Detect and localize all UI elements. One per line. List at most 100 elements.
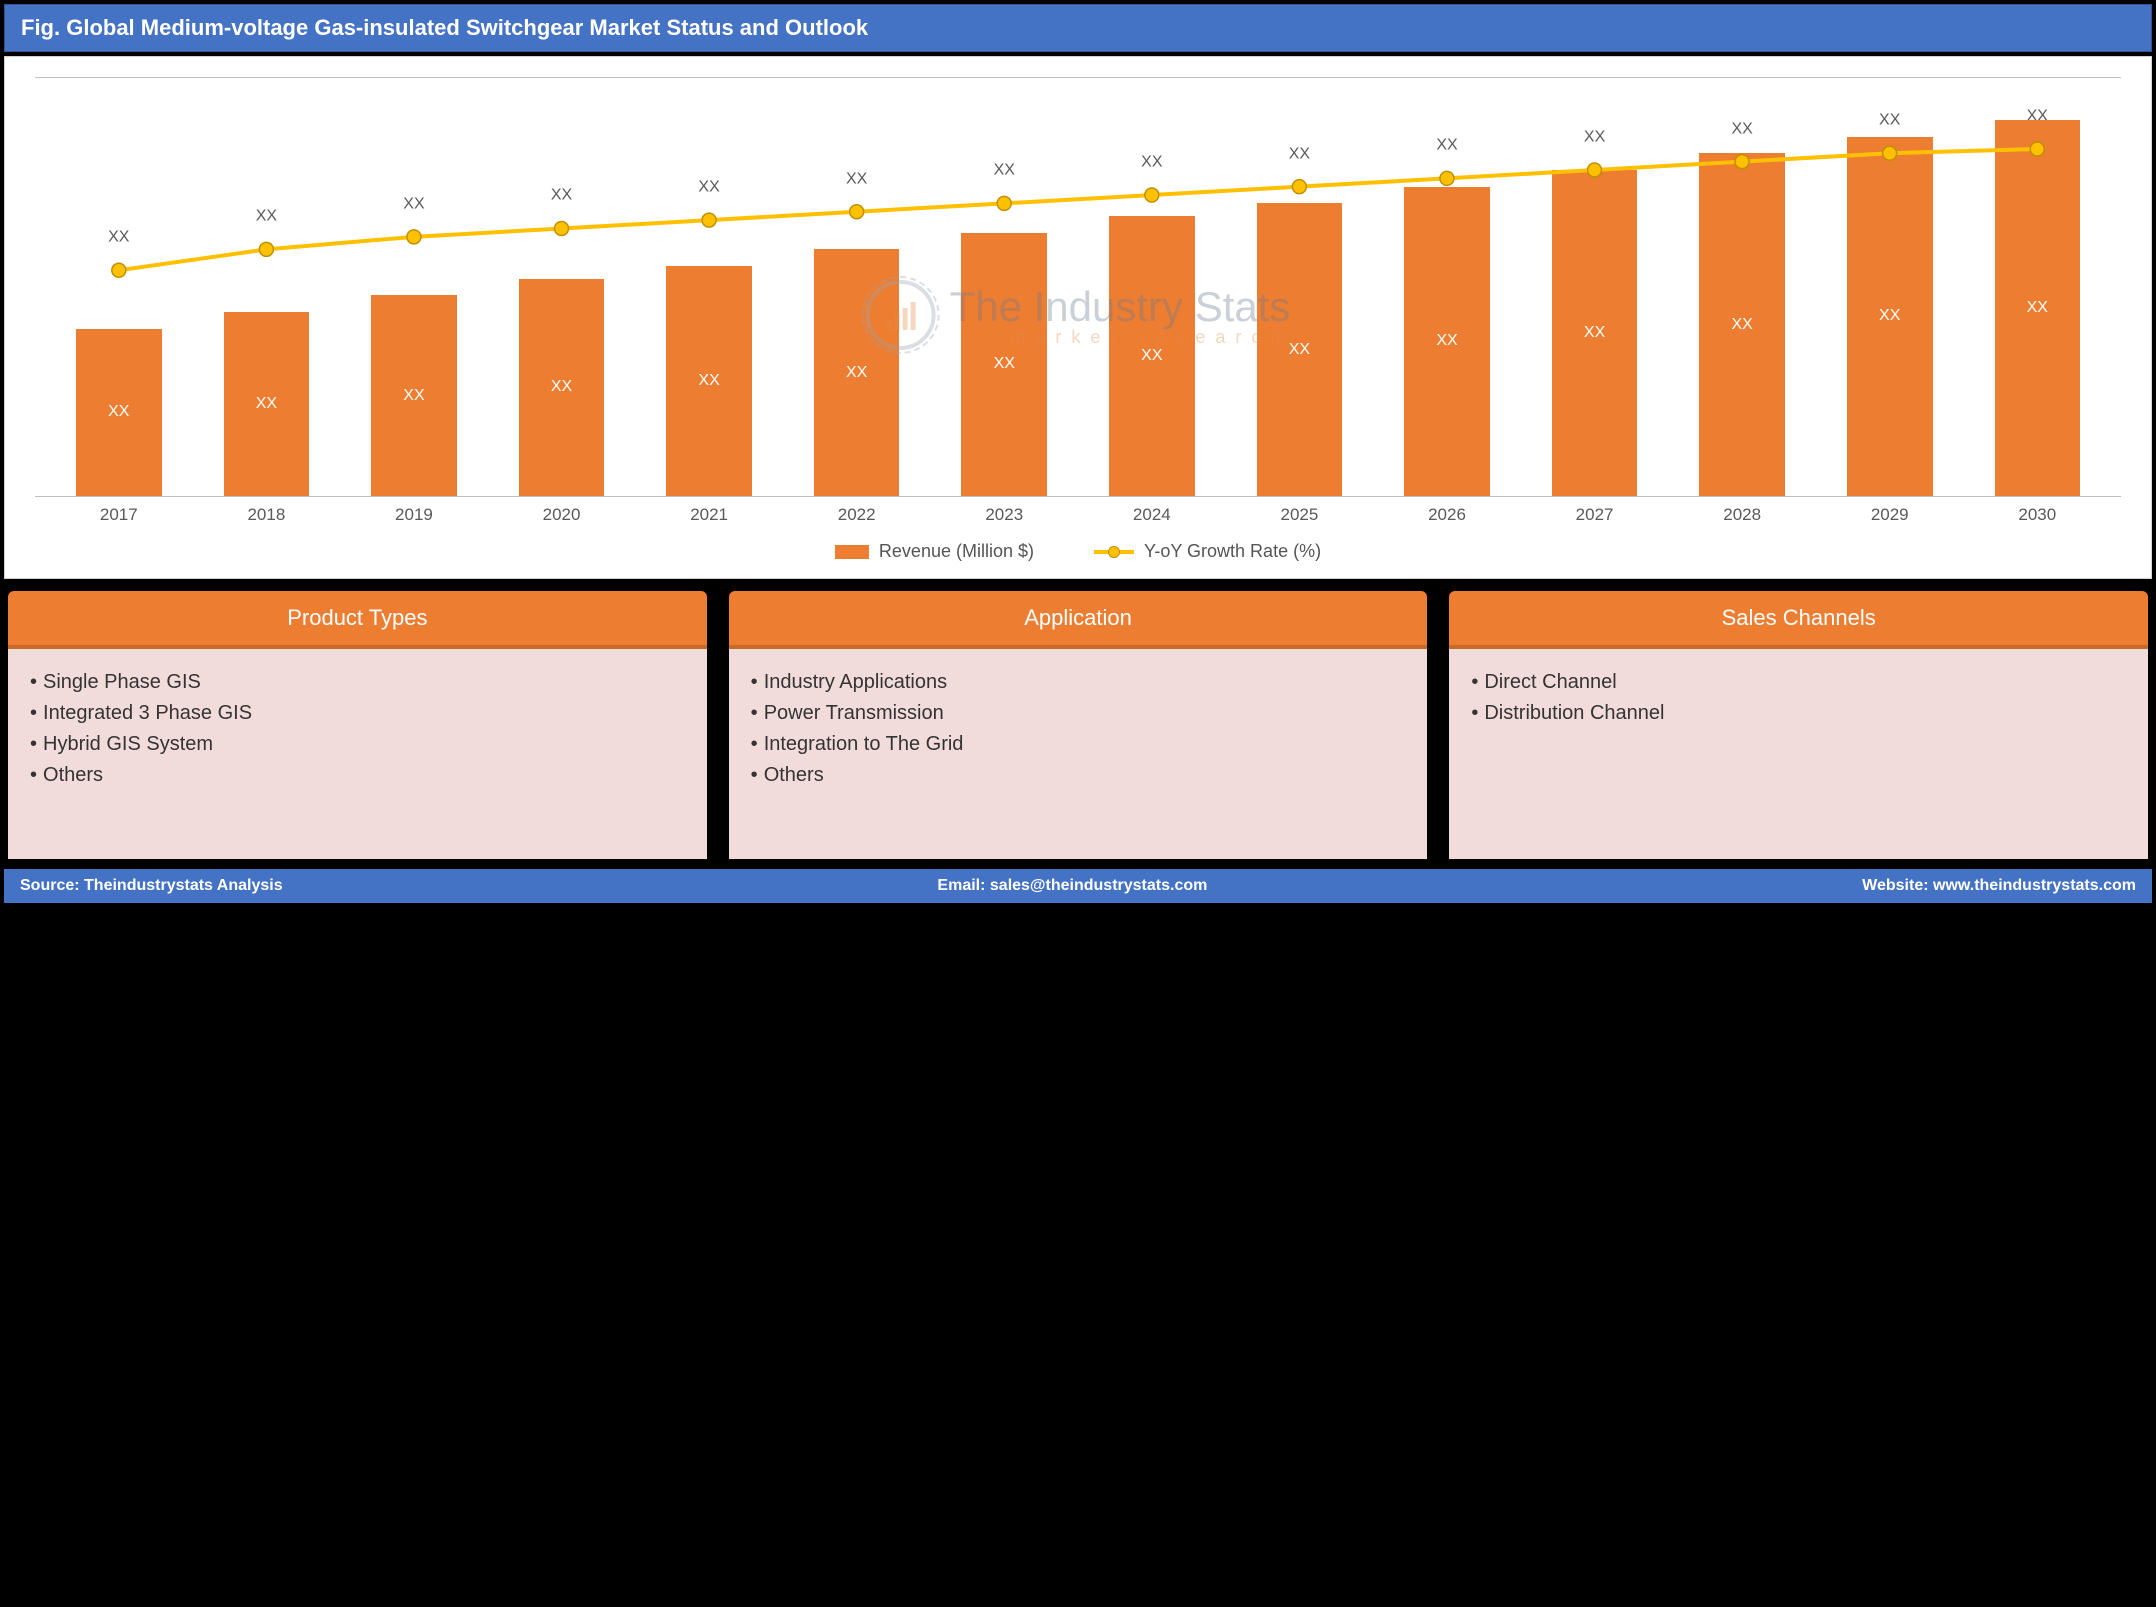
x-axis-label: 2027 <box>1521 505 1669 525</box>
list-item: Distribution Channel <box>1471 698 2126 729</box>
bar-slot: XX XX <box>783 78 931 496</box>
bars-row: XX XX XX XX XX XX XX XX XX XX XX XX XX XX XX XX XX XX XX XX… <box>35 78 2121 496</box>
bar-value-label: XX <box>1289 341 1310 359</box>
bar-value-label: XX <box>108 403 129 421</box>
chart-panel: XX XX XX XX XX XX XX XX XX XX XX XX XX XX XX XX XX XX XX XX… <box>4 56 2152 579</box>
legend-line-swatch <box>1094 550 1134 554</box>
info-card: Product TypesSingle Phase GISIntegrated … <box>4 587 711 863</box>
x-axis-label: 2026 <box>1373 505 1521 525</box>
revenue-bar: XX <box>224 312 310 496</box>
card-body: Industry ApplicationsPower TransmissionI… <box>729 649 1428 859</box>
footer-bar: Source: Theindustrystats Analysis Email:… <box>4 869 2152 903</box>
bar-value-label: XX <box>1584 324 1605 342</box>
revenue-bar: XX <box>1699 153 1785 496</box>
bar-slot: XX XX <box>1078 78 1226 496</box>
bar-slot: XX XX <box>1373 78 1521 496</box>
bar-slot: XX XX <box>193 78 341 496</box>
legend-bar-label: Revenue (Million $) <box>879 541 1034 562</box>
revenue-bar: XX <box>814 249 900 496</box>
revenue-bar: XX <box>1257 203 1343 496</box>
bar-slot: XX XX <box>45 78 193 496</box>
line-value-label: XX <box>256 208 277 226</box>
x-axis-label: 2021 <box>635 505 783 525</box>
bar-value-label: XX <box>1879 307 1900 325</box>
x-axis-label: 2028 <box>1668 505 1816 525</box>
chart-title-bar: Fig. Global Medium-voltage Gas-insulated… <box>4 4 2152 52</box>
bar-value-label: XX <box>698 372 719 390</box>
footer-email: Email: sales@theindustrystats.com <box>937 877 1207 895</box>
bar-slot: XX XX <box>1668 78 1816 496</box>
revenue-bar: XX <box>1404 187 1490 496</box>
line-value-label: XX <box>1584 129 1605 147</box>
legend-line: Y-oY Growth Rate (%) <box>1094 541 1321 562</box>
bar-value-label: XX <box>1436 332 1457 350</box>
card-body: Single Phase GISIntegrated 3 Phase GISHy… <box>8 649 707 859</box>
bar-value-label: XX <box>846 364 867 382</box>
bar-value-label: XX <box>994 355 1015 373</box>
info-card: Sales ChannelsDirect ChannelDistribution… <box>1445 587 2152 863</box>
list-item: Industry Applications <box>751 667 1406 698</box>
revenue-bar: XX <box>371 295 457 496</box>
cards-row: Product TypesSingle Phase GISIntegrated … <box>4 587 2152 863</box>
infographic-container: Fig. Global Medium-voltage Gas-insulated… <box>4 4 2152 903</box>
revenue-bar: XX <box>519 279 605 496</box>
chart-title: Fig. Global Medium-voltage Gas-insulated… <box>21 15 868 40</box>
bar-slot: XX XX <box>488 78 636 496</box>
line-value-label: XX <box>1731 120 1752 138</box>
list-item: Hybrid GIS System <box>30 729 685 760</box>
bar-slot: XXXX <box>1226 78 1374 496</box>
bar-value-label: XX <box>1731 316 1752 334</box>
card-body: Direct ChannelDistribution Channel <box>1449 649 2148 859</box>
legend: Revenue (Million $) Y-oY Growth Rate (%) <box>35 525 2121 566</box>
list-item: Integrated 3 Phase GIS <box>30 698 685 729</box>
list-item: Power Transmission <box>751 698 1406 729</box>
x-axis-label: 2029 <box>1816 505 1964 525</box>
line-value-label: XX <box>1436 137 1457 155</box>
list-item: Others <box>751 760 1406 791</box>
line-value-label: XX <box>994 162 1015 180</box>
x-axis-label: 2018 <box>193 505 341 525</box>
revenue-bar: XX <box>1109 216 1195 496</box>
line-value-label: XX <box>698 179 719 197</box>
revenue-bar: XX <box>961 233 1047 496</box>
list-item: Direct Channel <box>1471 667 2126 698</box>
line-value-label: XX <box>108 229 129 247</box>
line-value-label: XX <box>551 187 572 205</box>
x-axis-label: 2023 <box>930 505 1078 525</box>
revenue-bar: XX <box>76 329 162 496</box>
legend-bar: Revenue (Million $) <box>835 541 1034 562</box>
bar-value-label: XX <box>403 387 424 405</box>
card-header: Application <box>729 591 1428 649</box>
card-header: Product Types <box>8 591 707 649</box>
revenue-bar: XX <box>666 266 752 496</box>
x-axis-label: 2025 <box>1226 505 1374 525</box>
line-value-label: XX <box>1141 154 1162 172</box>
x-axis-label: 2030 <box>1964 505 2112 525</box>
bar-slot: XX XX <box>1816 78 1964 496</box>
line-value-label: XX <box>403 195 424 213</box>
line-value-label: XX <box>846 170 867 188</box>
revenue-bar: XX <box>1552 170 1638 496</box>
footer-source: Source: Theindustrystats Analysis <box>20 877 283 895</box>
list-item: Others <box>30 760 685 791</box>
x-axis-label: 2017 <box>45 505 193 525</box>
card-header: Sales Channels <box>1449 591 2148 649</box>
list-item: Single Phase GIS <box>30 667 685 698</box>
revenue-bar: XX <box>1995 120 2081 496</box>
bar-value-label: XX <box>1141 347 1162 365</box>
bar-slot: XX XX <box>930 78 1078 496</box>
legend-line-label: Y-oY Growth Rate (%) <box>1144 541 1321 562</box>
chart-area: XX XX XX XX XX XX XX XX XX XX XX XX XX XX XX XX XX XX XX XX… <box>35 77 2121 497</box>
line-value-label: XX <box>1879 112 1900 130</box>
bar-value-label: XX <box>551 378 572 396</box>
x-axis-label: 2022 <box>783 505 931 525</box>
footer-website: Website: www.theindustrystats.com <box>1862 877 2136 895</box>
legend-bar-swatch <box>835 545 869 559</box>
bar-slot: XX XX <box>1521 78 1669 496</box>
revenue-bar: XX <box>1847 137 1933 496</box>
x-axis-label: 2024 <box>1078 505 1226 525</box>
bar-slot: XXXX <box>1964 78 2112 496</box>
bar-value-label: XX <box>2027 299 2048 317</box>
bar-slot: XX XX <box>635 78 783 496</box>
bar-slot: XX XX <box>340 78 488 496</box>
